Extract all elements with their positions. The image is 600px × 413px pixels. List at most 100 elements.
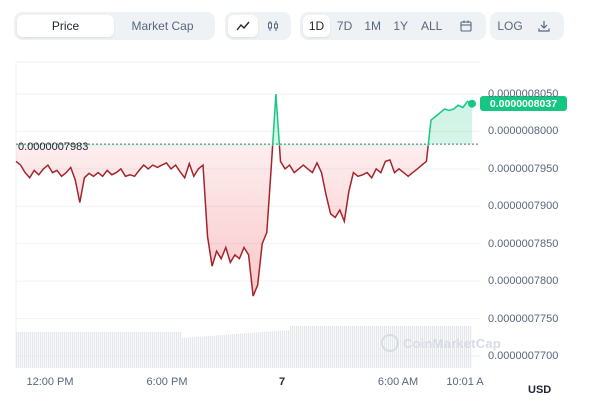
volume-bar — [72, 332, 74, 368]
volume-bar — [420, 326, 422, 368]
range-7d[interactable]: 7D — [336, 19, 353, 33]
volume-bar — [108, 332, 110, 368]
volume-bar — [374, 326, 376, 368]
volume-bar — [26, 332, 28, 368]
calendar-icon[interactable] — [449, 15, 482, 37]
line-chart-icon[interactable] — [228, 15, 258, 37]
volume-bar — [172, 332, 174, 368]
volume-bar — [60, 332, 62, 368]
volume-bar — [166, 332, 168, 368]
volume-bar — [150, 332, 152, 368]
volume-bar — [282, 330, 284, 368]
volume-bar — [62, 332, 64, 368]
view-toggle: Price Market Cap — [14, 12, 215, 40]
volume-bar — [366, 326, 368, 368]
volume-bar — [182, 337, 184, 368]
volume-bar — [234, 334, 236, 368]
range-all[interactable]: ALL — [421, 19, 443, 33]
volume-bar — [470, 326, 472, 368]
x-tick-label: 7 — [278, 376, 286, 388]
volume-bar — [416, 326, 418, 368]
volume-bar — [442, 326, 444, 368]
price-line-below — [15, 146, 429, 297]
volume-bar — [216, 335, 218, 368]
volume-bar — [276, 331, 278, 368]
volume-bar — [16, 332, 18, 368]
volume-bar — [284, 330, 286, 368]
volume-bar — [204, 336, 206, 368]
volume-bar — [444, 326, 446, 368]
y-tick-label: 0.0000008050 — [488, 88, 559, 100]
download-icon[interactable] — [527, 15, 561, 37]
volume-bar — [360, 326, 362, 368]
range-1d[interactable]: 1D — [303, 15, 331, 37]
volume-bar — [348, 326, 350, 368]
range-1y[interactable]: 1Y — [393, 19, 409, 33]
area-fill-below — [16, 146, 429, 297]
volume-bar — [334, 326, 336, 368]
volume-bar — [84, 332, 86, 368]
volume-bar — [210, 335, 212, 368]
volume-bar — [248, 333, 250, 368]
volume-bar — [290, 326, 292, 368]
volume-bar — [144, 332, 146, 368]
volume-bar — [236, 333, 238, 368]
volume-bar — [318, 326, 320, 368]
volume-bar — [178, 332, 180, 368]
volume-bar — [198, 336, 200, 368]
tab-market-cap[interactable]: Market Cap — [131, 19, 194, 33]
volume-bar — [218, 335, 220, 368]
volume-bar — [418, 326, 420, 368]
volume-bar — [352, 326, 354, 368]
volume-bar — [156, 332, 158, 368]
volume-bar — [64, 332, 66, 368]
volume-bar — [448, 326, 450, 368]
y-tick-label: 0.0000008000 — [488, 125, 559, 138]
volume-bar — [458, 326, 460, 368]
volume-bar — [404, 326, 406, 368]
candlestick-icon[interactable] — [258, 15, 288, 37]
volume-bar — [18, 332, 20, 368]
volume-bar — [38, 332, 40, 368]
volume-bar — [300, 326, 302, 368]
volume-bar — [294, 326, 296, 368]
log-button[interactable]: LOG — [497, 19, 523, 33]
volume-bar — [164, 332, 166, 368]
volume-bar — [372, 326, 374, 368]
volume-bar — [128, 332, 130, 368]
volume-bar — [36, 332, 38, 368]
volume-bar — [120, 332, 122, 368]
volume-bar — [308, 326, 310, 368]
tab-price[interactable]: Price — [17, 15, 114, 37]
volume-bar — [34, 332, 36, 368]
volume-bar — [314, 326, 316, 368]
volume-bar — [94, 332, 96, 368]
volume-bar — [356, 326, 358, 368]
volume-bar — [190, 337, 192, 368]
volume-bar — [42, 332, 44, 368]
volume-bar — [20, 332, 22, 368]
volume-bar — [54, 332, 56, 368]
volume-bar — [456, 326, 458, 368]
volume-bar — [220, 335, 222, 368]
volume-bar — [328, 326, 330, 368]
volume-bar — [400, 326, 402, 368]
volume-bar — [302, 326, 304, 368]
volume-bar — [252, 332, 254, 368]
volume-bar — [316, 326, 318, 368]
volume-bar — [250, 332, 252, 368]
volume-bar — [272, 331, 274, 368]
volume-bar — [324, 326, 326, 368]
volume-bar — [438, 326, 440, 368]
volume-bar — [124, 332, 126, 368]
volume-bar — [206, 336, 208, 368]
volume-bar — [136, 332, 138, 368]
volume-bar — [222, 334, 224, 368]
range-1m[interactable]: 1M — [364, 19, 381, 33]
currency-label: USD — [528, 384, 552, 396]
volume-bar — [184, 337, 186, 368]
volume-bar — [70, 332, 72, 368]
volume-bar — [344, 326, 346, 368]
volume-bar — [22, 332, 24, 368]
